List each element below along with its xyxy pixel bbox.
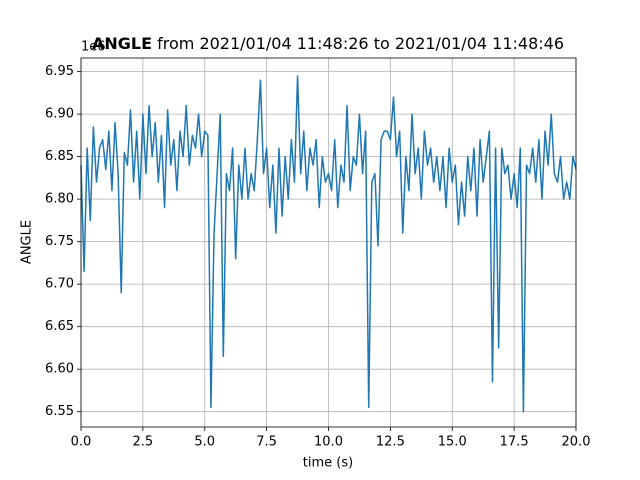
- title-rest: from 2021/01/04 11:48:26 to 2021/01/04 1…: [152, 34, 564, 53]
- title-bold: ANGLE: [92, 34, 152, 53]
- x-axis-label: time (s): [303, 456, 353, 471]
- y-tick-label: 6.80: [45, 192, 74, 207]
- y-tick-label: 6.90: [45, 107, 74, 122]
- offset-label: 1e6: [81, 40, 106, 55]
- data-line: [80, 75, 577, 413]
- x-tick-label: 10.0: [314, 435, 343, 450]
- x-tick-label: 2.5: [133, 435, 154, 450]
- x-tick-label: 5.0: [194, 435, 215, 450]
- y-tick-label: 6.60: [45, 362, 74, 377]
- x-tick-label: 17.5: [500, 435, 529, 450]
- y-tick-label: 6.70: [45, 277, 74, 292]
- chart-title: ANGLE from 2021/01/04 11:48:26 to 2021/0…: [92, 34, 564, 53]
- y-tick-label: 6.95: [45, 64, 74, 79]
- y-tick-label: 6.65: [45, 319, 74, 334]
- x-tick-label: 12.5: [376, 435, 405, 450]
- y-tick-label: 6.75: [45, 234, 74, 249]
- x-tick-label: 15.0: [438, 435, 467, 450]
- x-tick-label: 7.5: [256, 435, 277, 450]
- y-tick-label: 6.85: [45, 149, 74, 164]
- plot: [80, 75, 577, 413]
- ticks: 0.0 2.5 5.0 7.5 10.0 12.5 15.0 17.5 20.0 6.55 6.60…: [45, 64, 590, 449]
- x-tick-label: 20.0: [562, 435, 591, 450]
- y-tick-label: 6.55: [45, 404, 74, 419]
- y-axis-label: ANGLE: [20, 220, 35, 264]
- x-tick-label: 0.0: [71, 435, 92, 450]
